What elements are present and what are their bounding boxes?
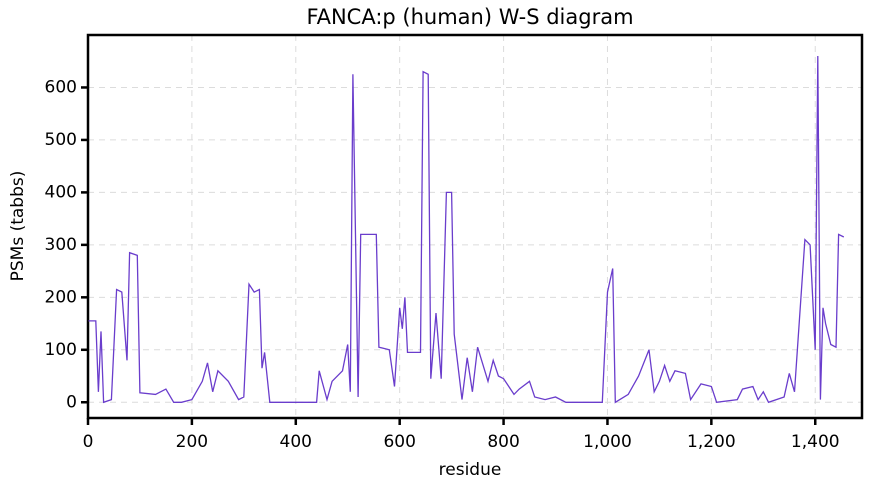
plot-frame: [86, 33, 864, 420]
x-tick-label: 1,400: [791, 432, 840, 452]
y-tick-label: 400: [45, 182, 77, 202]
x-tick-label: 800: [487, 432, 519, 452]
y-tick-label: 100: [45, 340, 77, 360]
y-tick-label: 200: [45, 287, 77, 307]
y-axis-label: PSMs (tabbs): [8, 171, 28, 282]
x-tick-label: 1,000: [583, 432, 632, 452]
x-axis-label: residue: [439, 460, 502, 480]
y-tick-label: 500: [45, 130, 77, 150]
x-tick-label: 400: [280, 432, 312, 452]
y-tick-label: 600: [45, 77, 77, 97]
x-tick-label: 600: [383, 432, 415, 452]
y-tick-label: 0: [66, 392, 77, 412]
data-line: [88, 55, 845, 404]
y-tick-label: 300: [45, 235, 77, 255]
x-tick-label: 1,200: [687, 432, 736, 452]
chart-title: FANCA:p (human) W-S diagram: [306, 5, 633, 29]
x-tick-label: 200: [176, 432, 208, 452]
x-tick-label: 0: [83, 432, 94, 452]
